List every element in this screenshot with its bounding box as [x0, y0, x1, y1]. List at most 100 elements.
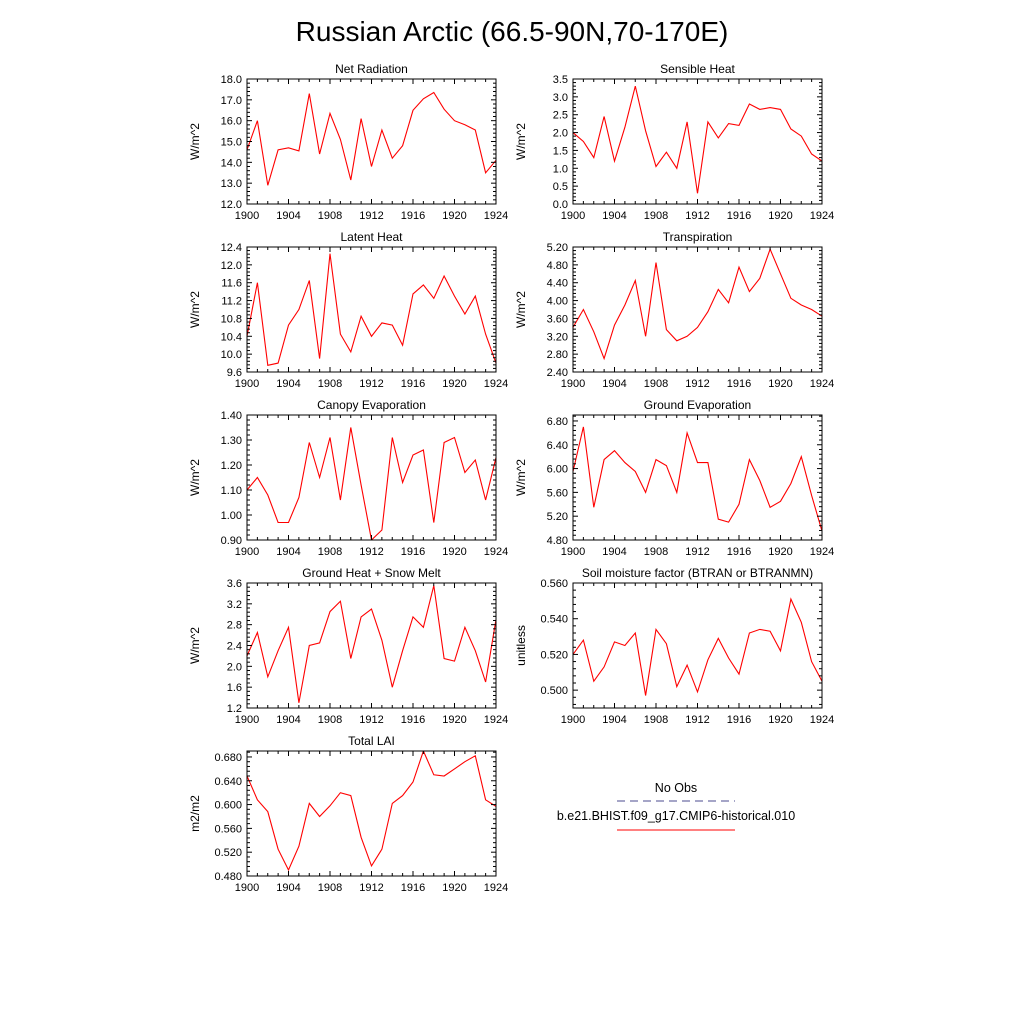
x-tick-label: 1920 — [768, 546, 792, 558]
y-tick-label: 0.640 — [214, 776, 242, 788]
x-tick-label: 1924 — [484, 546, 508, 558]
series-line — [573, 597, 822, 696]
x-tick-label: 1912 — [359, 882, 383, 894]
panel-ground-evaporation: Ground Evaporation 1900 1904 1908 1912 1916 19… — [514, 398, 834, 558]
x-tick-label: 1904 — [276, 714, 300, 726]
series-line — [247, 253, 496, 366]
y-tick-label: 2.80 — [547, 349, 568, 361]
x-tick-label: 1920 — [442, 546, 466, 558]
y-tick-label: 0.500 — [540, 685, 568, 697]
x-tick-label: 1900 — [235, 546, 259, 558]
y-axis-label: unitless — [514, 625, 528, 666]
x-tick-label: 1908 — [318, 210, 342, 222]
x-tick-label: 1924 — [484, 882, 508, 894]
y-tick-label: 1.30 — [221, 435, 242, 447]
y-tick-label: 0.680 — [214, 752, 242, 764]
y-axis-label: W/m^2 — [188, 123, 202, 160]
y-tick-label: 11.2 — [221, 296, 242, 308]
y-tick-label: 1.0 — [553, 163, 568, 175]
x-tick-label: 1908 — [318, 882, 342, 894]
y-tick-label: 2.4 — [227, 641, 242, 653]
x-tick-label: 1900 — [561, 546, 585, 558]
x-tick-label: 1920 — [442, 210, 466, 222]
y-tick-label: 4.00 — [547, 296, 568, 308]
y-tick-label: 0.520 — [540, 649, 568, 661]
y-tick-label: 2.40 — [547, 367, 568, 379]
x-tick-label: 1916 — [727, 378, 751, 390]
y-axis-label: W/m^2 — [188, 459, 202, 496]
x-tick-label: 1912 — [685, 546, 709, 558]
y-tick-label: 0.0 — [553, 199, 568, 211]
series-line — [247, 91, 496, 186]
x-tick-label: 1920 — [442, 378, 466, 390]
y-tick-label: 11.6 — [221, 278, 242, 290]
y-tick-label: 3.20 — [547, 331, 568, 343]
y-tick-label: 12.0 — [221, 199, 242, 211]
y-axis-label: W/m^2 — [514, 123, 528, 160]
panel-net-radiation: Net Radiation 1900 1904 1908 1912 1916 1920 192… — [188, 62, 508, 222]
y-tick-label: 3.0 — [553, 92, 568, 104]
panel-title: Ground Evaporation — [644, 398, 751, 412]
x-tick-label: 1916 — [727, 210, 751, 222]
y-tick-label: 13.0 — [221, 178, 242, 190]
y-tick-label: 2.0 — [227, 661, 242, 673]
panels: Net Radiation 1900 1904 1908 1912 1916 1920 192… — [188, 62, 834, 894]
x-tick-label: 1916 — [727, 714, 751, 726]
y-tick-label: 0.480 — [214, 871, 242, 883]
x-tick-label: 1912 — [685, 378, 709, 390]
y-axis-label: W/m^2 — [188, 627, 202, 664]
x-tick-label: 1904 — [276, 210, 300, 222]
y-tick-label: 3.5 — [553, 74, 568, 86]
x-tick-label: 1908 — [318, 546, 342, 558]
x-tick-label: 1904 — [276, 882, 300, 894]
x-tick-label: 1904 — [602, 378, 626, 390]
x-tick-label: 1904 — [602, 210, 626, 222]
y-tick-label: 2.5 — [553, 110, 568, 122]
x-tick-label: 1900 — [235, 882, 259, 894]
figure-title: Russian Arctic (66.5-90N,70-170E) — [296, 16, 729, 47]
x-tick-label: 1912 — [359, 378, 383, 390]
x-tick-label: 1908 — [644, 210, 668, 222]
x-tick-label: 1912 — [359, 546, 383, 558]
x-tick-label: 1900 — [561, 714, 585, 726]
panel-title: Sensible Heat — [660, 62, 735, 76]
y-axis-label: W/m^2 — [514, 291, 528, 328]
panel-title: Latent Heat — [340, 230, 403, 244]
x-tick-label: 1908 — [318, 714, 342, 726]
y-tick-label: 4.40 — [547, 278, 568, 290]
series-line — [247, 751, 496, 872]
y-tick-label: 10.4 — [221, 331, 242, 343]
x-tick-label: 1924 — [484, 210, 508, 222]
panel-title: Ground Heat + Snow Melt — [302, 566, 441, 580]
x-tick-label: 1920 — [768, 714, 792, 726]
panel-ground-heat-snow-melt: Ground Heat + Snow Melt 1900 1904 1908 1912 1… — [188, 566, 508, 726]
y-tick-label: 6.00 — [547, 464, 568, 476]
y-tick-label: 12.4 — [221, 242, 242, 254]
panel-total-lai: Total LAI 1900 1904 1908 1912 1916 1920 1924 0.4… — [188, 734, 508, 894]
series-line — [573, 247, 822, 361]
x-tick-label: 1904 — [602, 714, 626, 726]
x-tick-label: 1924 — [810, 546, 834, 558]
y-axis-label: W/m^2 — [188, 291, 202, 328]
panel-title: Net Radiation — [335, 62, 408, 76]
x-tick-label: 1916 — [401, 378, 425, 390]
panel-title: Total LAI — [348, 734, 395, 748]
x-tick-label: 1916 — [401, 714, 425, 726]
y-tick-label: 0.5 — [553, 181, 568, 193]
y-axis-label: W/m^2 — [514, 459, 528, 496]
legend-label-obs: No Obs — [655, 781, 697, 795]
x-tick-label: 1908 — [644, 546, 668, 558]
y-tick-label: 1.6 — [227, 682, 242, 694]
x-tick-label: 1924 — [810, 714, 834, 726]
y-tick-label: 2.8 — [227, 620, 242, 632]
y-tick-label: 1.5 — [553, 145, 568, 157]
y-tick-label: 14.0 — [221, 157, 242, 169]
y-tick-label: 0.90 — [221, 535, 242, 547]
y-tick-label: 0.560 — [214, 823, 242, 835]
y-tick-label: 16.0 — [221, 116, 242, 128]
x-tick-label: 1924 — [484, 378, 508, 390]
x-tick-label: 1908 — [644, 378, 668, 390]
x-tick-label: 1912 — [685, 210, 709, 222]
x-tick-label: 1900 — [561, 378, 585, 390]
